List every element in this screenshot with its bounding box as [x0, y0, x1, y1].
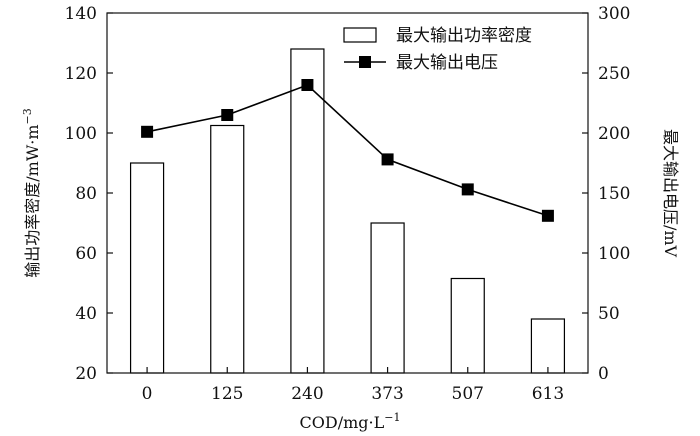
x-axis-title-text: COD/mg·L — [300, 413, 385, 432]
x-tick-label: 373 — [371, 384, 403, 404]
line-marker — [461, 183, 474, 196]
y-left-tick-label: 60 — [75, 244, 97, 264]
y-right-tick-label: 100 — [598, 244, 630, 264]
y-left-tick-label: 120 — [65, 64, 97, 84]
bar — [450, 277, 485, 374]
line-marker — [221, 109, 234, 121]
legend-line-label: 最大输出电压 — [396, 53, 498, 73]
line-marker — [541, 209, 554, 222]
line-marker — [301, 79, 314, 91]
x-axis-title: COD/mg·L−1 — [300, 411, 401, 432]
y-left-tick-label: 100 — [65, 124, 97, 144]
legend: 最大输出功率密度 最大输出电压 — [343, 26, 532, 73]
legend-bar-label: 最大输出功率密度 — [396, 26, 532, 46]
y-left-axis-title-text: 输出功率密度/mW·m — [23, 124, 42, 277]
y-right-tick-label: 300 — [598, 4, 630, 24]
bar — [290, 48, 325, 374]
x-axis-title-sup: −1 — [384, 411, 400, 424]
x-tick-label: 613 — [532, 384, 564, 404]
y-right-tick-label: 250 — [598, 64, 630, 84]
y-right-tick-label: 50 — [598, 304, 620, 324]
line-series — [141, 79, 554, 222]
legend-line-marker — [359, 56, 371, 68]
y-right-tick-label: 200 — [598, 124, 630, 144]
y-left-tick-label: 20 — [75, 364, 97, 384]
line-marker — [381, 153, 394, 166]
plot-frame — [106, 12, 589, 374]
x-tick-label: 125 — [211, 384, 243, 404]
y-left-tick-label: 140 — [65, 4, 97, 24]
bar — [530, 318, 566, 374]
y-left-axis-title-sup: −3 — [21, 108, 34, 124]
line-path — [146, 84, 549, 217]
x-tick-label: 0 — [142, 384, 153, 404]
y-left-tick-label: 80 — [75, 184, 97, 204]
x-tick-label: 507 — [452, 384, 484, 404]
y-left-tick-label: 40 — [75, 304, 97, 324]
y-right-axis-title: 最大输出电压/mV — [661, 129, 680, 258]
bar — [129, 162, 165, 374]
bar — [210, 124, 245, 374]
bar — [370, 222, 405, 374]
axes: 20 40 60 80 100 120 140 0 50 100 150 200 250 300 0 125 2… — [65, 4, 631, 404]
legend-bar-swatch — [343, 27, 377, 43]
y-right-tick-label: 0 — [598, 364, 609, 384]
line-marker — [141, 125, 154, 138]
bar-series — [129, 48, 566, 374]
y-left-axis-title: 输出功率密度/mW·m−3 — [21, 108, 42, 278]
x-tick-label: 240 — [291, 384, 323, 404]
y-right-tick-label: 150 — [598, 184, 630, 204]
